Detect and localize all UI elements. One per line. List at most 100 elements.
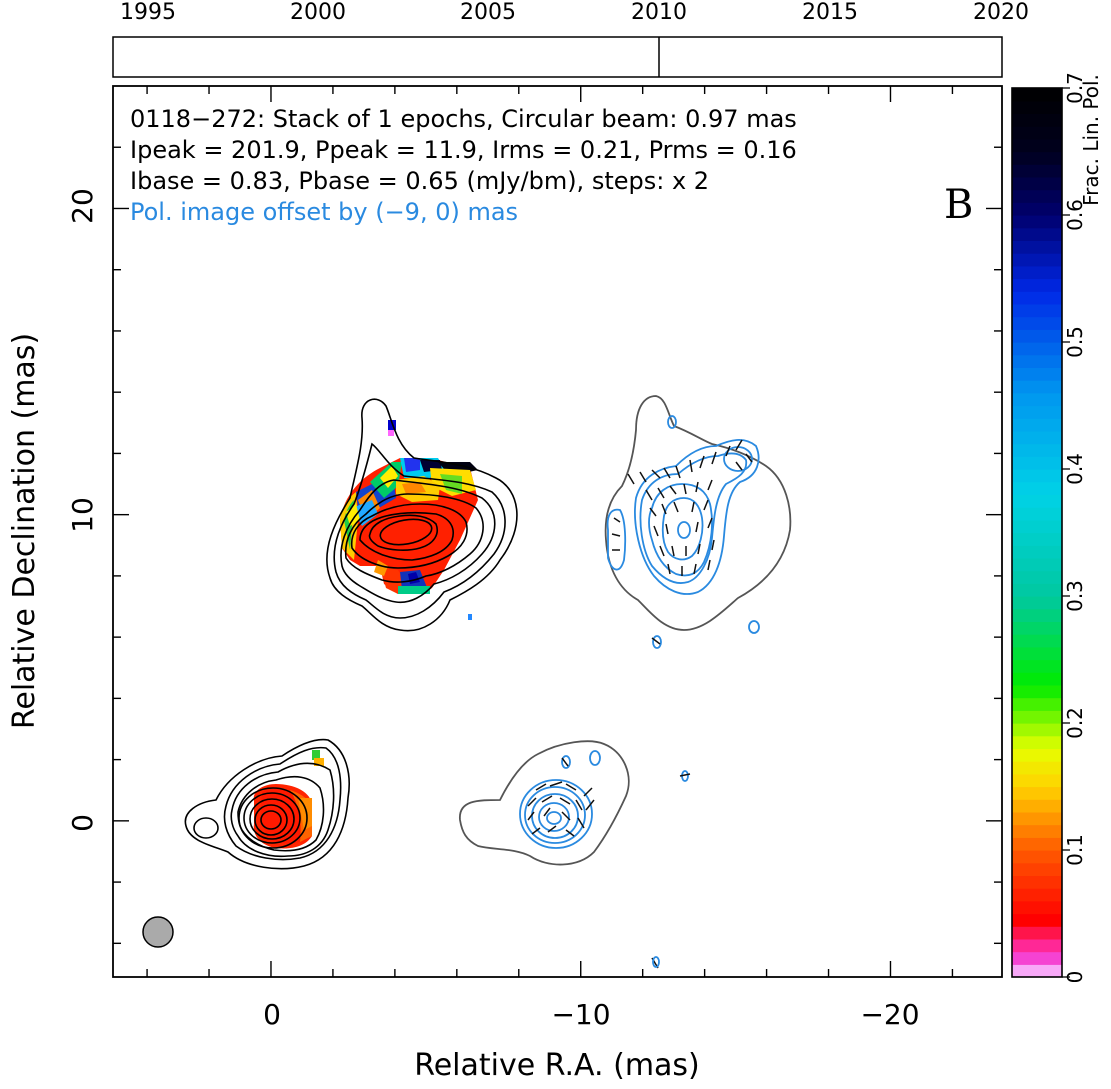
colorbar-band (1012, 964, 1062, 978)
colorbar-band (1012, 113, 1062, 127)
colorbar-band (1012, 126, 1062, 140)
core-intensity-contours (184, 738, 350, 870)
timeline: 1995 2000 2005 2010 2015 2020 (112, 0, 1029, 78)
colorbar-band (1012, 684, 1062, 699)
core-fracpol-map (253, 750, 324, 849)
colorbar-band (1012, 240, 1062, 254)
map-panel: 0 −10 −20 0 10 20 Relative R.A. (mas) Re… (7, 85, 1003, 1083)
colorbar-band (1012, 634, 1062, 648)
title-line-1: 0118−272: Stack of 1 epochs, Circular be… (130, 105, 797, 133)
colorbar-band (1012, 672, 1062, 686)
colorbar-band (1012, 316, 1062, 330)
timeline-frame (112, 36, 1003, 78)
colorbar-band (1012, 164, 1062, 178)
timeline-tick-label: 1995 (120, 0, 176, 25)
colorbar-tick-label: 0.6 (1063, 199, 1087, 231)
colorbar-band (1012, 659, 1062, 673)
x-tick-label: −10 (551, 998, 610, 1031)
colorbar-band (1012, 303, 1062, 318)
colorbar-band (1012, 329, 1062, 343)
colorbar-band (1012, 824, 1062, 838)
colorbar-band (1012, 926, 1062, 940)
colorbar-band (1012, 532, 1062, 546)
timeline-tick-label: 2010 (631, 0, 687, 25)
colorbar-band (1012, 138, 1062, 153)
colorbar-band (1012, 392, 1062, 407)
timeline-tick-label: 2015 (802, 0, 858, 25)
title-line-3: Ibase = 0.83, Pbase = 0.65 (mJy/bm), ste… (130, 167, 709, 195)
colorbar-band (1012, 215, 1062, 229)
x-axis-label: Relative R.A. (mas) (414, 1048, 700, 1083)
colorbar-tick-label: 0.3 (1063, 580, 1087, 612)
colorbar-band (1012, 570, 1062, 584)
y-axis-label: Relative Declination (mas) (7, 333, 42, 729)
colorbar-band (1012, 773, 1062, 788)
y-tick-label: 10 (66, 497, 99, 533)
colorbar-band (1012, 189, 1062, 203)
colorbar-tick-label: 0 (1063, 971, 1087, 984)
colorbar-band (1012, 596, 1062, 610)
colorbar-band (1012, 875, 1062, 889)
timeline-tick-label: 2005 (460, 0, 516, 25)
x-tick-label: 0 (263, 998, 281, 1031)
band-label: B (944, 182, 973, 228)
colorbar-band (1012, 621, 1062, 635)
colorbar-band (1012, 862, 1062, 876)
colorbar-band (1012, 811, 1062, 826)
colorbar-tick-label: 0.7 (1063, 72, 1087, 104)
colorbar-band (1012, 176, 1062, 191)
colorbar-band (1012, 799, 1062, 813)
colorbar-band (1012, 202, 1062, 216)
colorbar-band (1012, 494, 1062, 508)
colorbar-band (1012, 938, 1062, 953)
jet-fracpol-map (340, 420, 478, 620)
timeline-tick-label: 2000 (290, 0, 346, 25)
colorbar-band (1012, 900, 1062, 915)
colorbar-band (1012, 888, 1062, 902)
colorbar-band (1012, 291, 1062, 305)
colorbar: 0 0.1 0.2 0.3 0.4 0.5 0.6 0.7 Frac. Lin. Pol. (1011, 72, 1103, 984)
colorbar-band (1012, 735, 1062, 749)
colorbar-band (1012, 583, 1062, 597)
colorbar-band (1012, 761, 1062, 775)
colorbar-band (1012, 380, 1062, 394)
beam-ellipse (142, 916, 174, 948)
colorbar-band (1012, 443, 1062, 457)
colorbar-band (1012, 951, 1062, 965)
colorbar-band (1012, 710, 1062, 724)
colorbar-tick-label: 0.4 (1063, 453, 1087, 485)
jet-intensity-contours (326, 398, 518, 632)
colorbar-band (1012, 519, 1062, 534)
colorbar-band (1012, 608, 1062, 622)
colorbar-band (1012, 354, 1062, 368)
colorbar-band (1012, 557, 1062, 572)
colorbar-band (1012, 430, 1062, 445)
colorbar-band (1012, 265, 1062, 280)
timeline-tick-label: 2020 (973, 0, 1029, 25)
colorbar-band (1012, 913, 1062, 927)
y-tick-label: 0 (66, 814, 99, 832)
colorbar-band (1012, 367, 1062, 381)
colorbar-band (1012, 697, 1062, 711)
colorbar-band (1012, 723, 1062, 737)
colorbar-band (1012, 837, 1062, 851)
colorbar-label: Frac. Lin. Pol. (1079, 74, 1103, 206)
colorbar-band (1012, 507, 1062, 521)
colorbar-band (1012, 418, 1062, 432)
colorbar-band (1012, 88, 1062, 102)
colorbar-band (1012, 253, 1062, 267)
colorbar-tick-label: 0.5 (1063, 326, 1087, 358)
plot-ticks (113, 86, 1002, 977)
colorbar-band (1012, 646, 1062, 661)
colorbar-band (1012, 405, 1062, 419)
colorbar-band (1012, 278, 1062, 292)
plot-frame (112, 85, 1003, 978)
colorbar-band (1012, 786, 1062, 800)
colorbar-band (1012, 481, 1062, 495)
colorbar-band (1012, 342, 1062, 356)
colorbar-band (1012, 469, 1062, 483)
pol-offset-note: Pol. image offset by (−9, 0) mas (130, 198, 518, 226)
colorbar-band (1012, 456, 1062, 470)
x-tick-label: −20 (860, 998, 919, 1031)
core-pol-offset (459, 740, 691, 969)
